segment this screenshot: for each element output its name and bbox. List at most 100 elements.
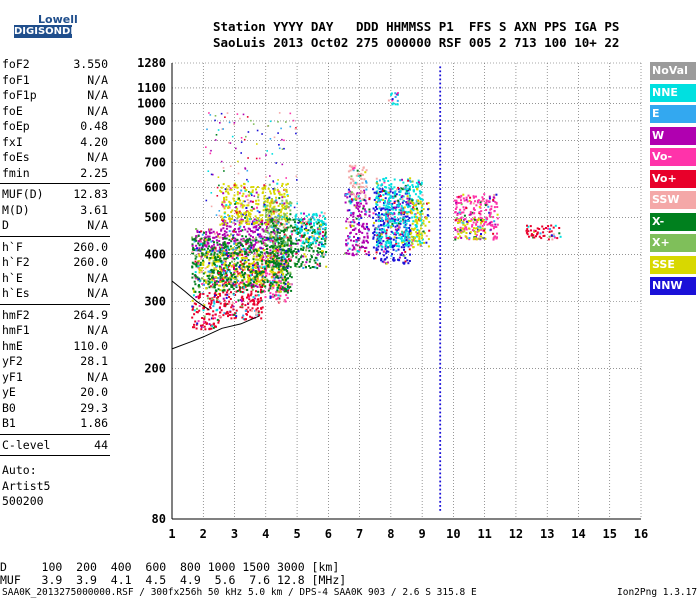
echo-point — [315, 239, 318, 242]
echo-point — [271, 153, 274, 155]
echo-point — [257, 203, 260, 206]
echo-point — [474, 233, 477, 235]
echo-point — [281, 202, 283, 204]
echo-point — [250, 270, 253, 273]
echo-point — [217, 296, 220, 298]
echo-point — [238, 264, 241, 267]
echo-point — [255, 271, 258, 274]
echo-point — [307, 245, 310, 248]
echo-point — [241, 306, 244, 309]
echo-point — [299, 234, 302, 237]
echo-point — [427, 202, 430, 204]
echo-point — [396, 103, 399, 106]
echo-point — [419, 211, 422, 213]
echo-point — [355, 182, 358, 184]
echo-point — [207, 283, 210, 286]
echo-point — [263, 201, 266, 203]
echo-point — [236, 186, 239, 189]
echo-point — [285, 229, 288, 232]
echo-point — [276, 188, 279, 191]
echo-point — [246, 199, 249, 201]
echo-point — [349, 232, 352, 235]
echo-point — [232, 305, 235, 308]
echo-point — [381, 207, 384, 210]
echo-point — [481, 196, 484, 199]
echo-point — [252, 299, 255, 302]
echo-point — [250, 292, 253, 295]
echo-point — [407, 206, 410, 209]
echo-point — [213, 232, 216, 235]
echo-point — [408, 239, 411, 242]
echo-point — [200, 255, 203, 258]
echo-point — [357, 201, 360, 204]
vertical-trace-point — [439, 111, 442, 113]
vertical-trace-point — [439, 297, 442, 300]
echo-point — [466, 237, 468, 240]
echo-point — [266, 227, 268, 230]
echo-point — [283, 268, 286, 271]
echo-point — [278, 144, 280, 146]
echo-point — [254, 294, 257, 297]
echo-point — [253, 218, 256, 221]
echo-point — [261, 247, 264, 250]
echo-point — [262, 266, 265, 269]
echo-point — [245, 243, 248, 246]
echo-point — [260, 235, 263, 238]
param-foep: foEp 0.48 — [2, 119, 108, 134]
echo-point — [286, 284, 289, 287]
echo-point — [251, 189, 254, 192]
vertical-trace-point — [439, 444, 442, 446]
vertical-trace-point — [439, 139, 442, 142]
echo-point — [234, 312, 237, 315]
echo-point — [361, 231, 364, 234]
echo-point — [270, 256, 273, 259]
echo-point — [209, 305, 211, 308]
echo-point — [232, 293, 235, 296]
echo-point — [207, 277, 210, 280]
echo-point — [222, 183, 225, 186]
echo-point — [277, 281, 280, 284]
echo-point — [258, 272, 261, 274]
echo-point — [279, 202, 282, 205]
echo-point — [397, 232, 399, 235]
echo-point — [529, 225, 532, 228]
echo-point — [411, 199, 414, 202]
echo-point — [193, 238, 196, 241]
echo-point — [321, 227, 324, 230]
echo-point — [209, 303, 212, 306]
echo-point — [395, 236, 398, 239]
param-value: 264.9 — [73, 307, 108, 322]
echo-point — [238, 197, 240, 200]
echo-point — [266, 207, 268, 210]
echo-point — [393, 220, 396, 223]
echo-point — [201, 324, 204, 327]
echo-point — [217, 129, 220, 131]
echo-point — [373, 198, 376, 201]
echo-point — [255, 221, 258, 223]
echo-point — [547, 238, 550, 241]
echo-point — [357, 195, 360, 198]
echo-point — [238, 221, 241, 224]
echo-point — [273, 220, 276, 223]
echo-point — [228, 215, 231, 217]
echo-point — [226, 270, 229, 273]
echo-point — [385, 242, 388, 245]
echo-point — [209, 249, 212, 252]
echo-point — [253, 302, 256, 305]
echo-point — [197, 265, 200, 268]
echo-point — [197, 249, 200, 252]
echo-point — [252, 123, 255, 125]
echo-point — [364, 194, 367, 197]
echo-point — [312, 230, 315, 233]
echo-point — [238, 272, 241, 275]
vertical-trace-point — [439, 78, 442, 81]
echo-point — [233, 194, 236, 197]
vertical-trace-point — [439, 484, 442, 487]
vertical-trace-point — [439, 440, 442, 442]
echo-point — [231, 282, 234, 285]
echo-point — [210, 250, 213, 253]
echo-point — [244, 252, 247, 255]
echo-point — [285, 259, 288, 262]
echo-point — [216, 256, 219, 259]
echo-point — [464, 235, 467, 238]
